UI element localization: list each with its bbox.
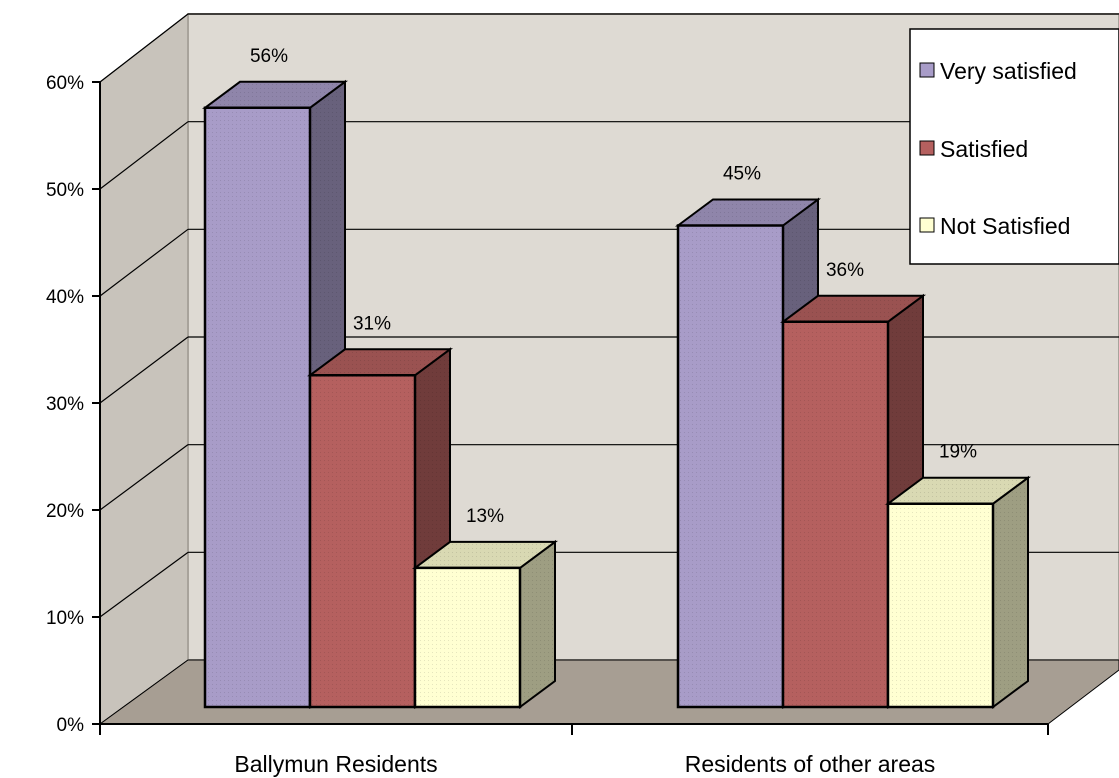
bar-side-texture [520, 541, 555, 707]
legend-label: Very satisfied [940, 58, 1077, 84]
legend-swatch [919, 140, 935, 156]
data-label: 45% [723, 164, 761, 185]
gridline-side [99, 121, 189, 190]
bar-front-texture [678, 225, 783, 707]
bar-side-texture [993, 477, 1028, 707]
value-tick-label: 20% [46, 501, 84, 522]
data-label: 56% [250, 46, 288, 67]
category-label: Ballymun Residents [234, 751, 437, 777]
data-labels: 56% 31% 13% 45% 36% 19% [250, 46, 977, 527]
legend-item-very-satisfied: Very satisfied [919, 58, 1077, 84]
bar-front-texture [205, 107, 310, 708]
bar-front-texture [310, 375, 415, 707]
bar-front-texture [888, 503, 993, 707]
legend-item-not-satisfied: Not Satisfied [919, 213, 1070, 239]
value-axis: 0% 10% 20% 30% 40% 50% 60% [46, 73, 101, 736]
legend: Very satisfied Satisfied Not Satisfied [909, 28, 1119, 265]
bar-top-texture [310, 349, 450, 376]
category-label: Residents of other areas [685, 751, 936, 777]
bar [884, 475, 1032, 709]
value-tick-label: 60% [46, 73, 84, 94]
bars [201, 79, 1032, 709]
legend-box [909, 28, 1119, 265]
bar-top-texture [888, 477, 1028, 504]
value-tick-label: 10% [46, 608, 84, 629]
bar-top-texture [678, 199, 818, 226]
bar [411, 539, 559, 709]
category-axis: Ballymun Residents Residents of other ar… [99, 723, 1049, 777]
gridline-side [99, 228, 189, 297]
value-tick-label: 30% [46, 394, 84, 415]
bar-front-texture [415, 567, 520, 707]
gridline-side [99, 13, 189, 83]
legend-label: Not Satisfied [940, 213, 1070, 239]
value-tick-label: 40% [46, 287, 84, 308]
legend-label: Satisfied [940, 136, 1028, 162]
bar-top-texture [783, 295, 923, 322]
legend-item-satisfied: Satisfied [919, 136, 1028, 162]
gridline-side [99, 444, 189, 511]
legend-swatch [919, 62, 935, 78]
side-wall [99, 12, 189, 725]
gridline-side [99, 336, 189, 404]
gridline-side [99, 551, 189, 618]
bar-top-texture [415, 541, 555, 568]
data-label: 13% [466, 506, 504, 527]
bar-top-texture [205, 81, 345, 108]
value-tick-label: 50% [46, 180, 84, 201]
bar-front-texture [783, 321, 888, 707]
data-label: 36% [826, 260, 864, 281]
legend-swatch [919, 217, 935, 233]
data-label: 31% [353, 313, 391, 334]
data-label: 19% [939, 442, 977, 463]
value-tick-label: 0% [57, 715, 85, 736]
